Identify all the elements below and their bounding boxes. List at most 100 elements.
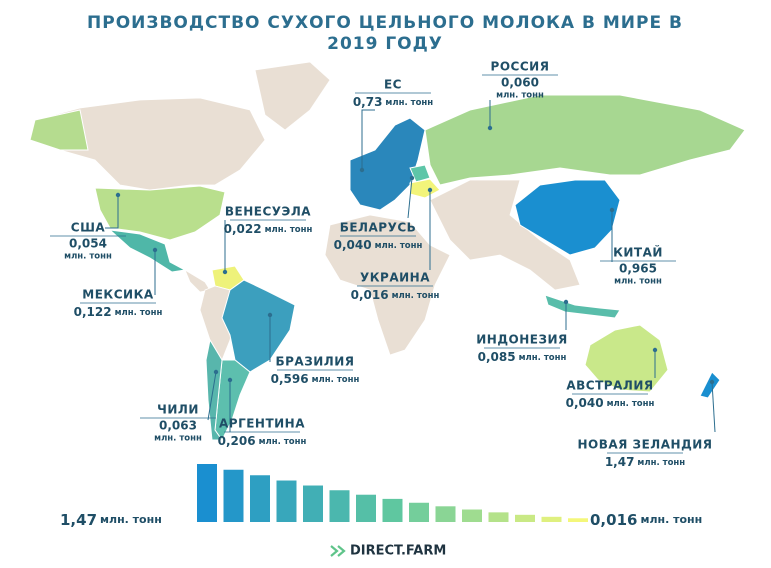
country-value: 0,022: [224, 222, 262, 236]
country-name: КИТАЙ: [613, 245, 663, 260]
country-name: ИНДОНЕЗИЯ: [476, 333, 568, 347]
land-africa: [324, 214, 451, 356]
leader-dot: [227, 377, 233, 383]
country-name: АВСТРАЛИЯ: [566, 379, 653, 393]
country-value: 0,054: [69, 237, 107, 251]
legend-max-value: 1,47: [60, 511, 97, 529]
legend-min-unit: млн. тонн: [640, 513, 702, 526]
legend-step: [488, 512, 509, 522]
country-unit: млн. тонн: [375, 241, 423, 251]
country-name: БРАЗИЛИЯ: [275, 355, 354, 369]
legend-min: 0,016 млн. тонн: [590, 511, 702, 529]
land-eu: [349, 117, 426, 211]
country-name: ЧИЛИ: [157, 403, 199, 417]
leader-dot: [563, 299, 569, 305]
title-line-2: 2019 ГОДУ: [327, 34, 443, 54]
land-new-zealand: [699, 371, 721, 399]
land-usa: [94, 185, 226, 241]
logo-text: DIRECT.FARM: [350, 544, 446, 559]
country-value: 0,965: [619, 262, 657, 276]
country-unit: млн. тонн: [392, 291, 440, 301]
land-alaska: [29, 109, 89, 151]
country-value: 0,206: [218, 434, 256, 448]
country-unit: млн. тонн: [637, 458, 685, 468]
legend-step: [276, 480, 297, 522]
legend-step: [568, 518, 588, 522]
legend-step: [541, 516, 562, 522]
leader-dot: [609, 207, 615, 213]
legend-step: [382, 498, 403, 522]
country-value: 0,596: [271, 372, 309, 386]
legend-step: [515, 514, 535, 522]
legend-step: [329, 490, 350, 522]
country-value-line: 0,596 млн. тонн: [271, 372, 360, 386]
land-ukraine: [409, 178, 441, 199]
legend-min-value: 0,016: [590, 511, 637, 529]
legend-step: [435, 506, 456, 522]
leader-dot: [409, 175, 415, 181]
country-value: 0,122: [74, 305, 112, 319]
logo: DIRECT.FARM: [330, 544, 446, 559]
leader-dot: [709, 379, 715, 385]
leader-dot: [115, 192, 121, 198]
leader-dot: [487, 125, 493, 131]
country-value-line: 0,73 млн. тонн: [353, 95, 433, 109]
country-value-line: 0,122 млн. тонн: [74, 305, 163, 319]
country-value-line: 0,085 млн. тонн: [478, 350, 567, 364]
country-unit: млн. тонн: [64, 252, 112, 262]
land-asia: [429, 179, 581, 291]
country-value-line: 1,47 млн. тонн: [605, 455, 685, 469]
leader-dot: [652, 347, 658, 353]
title-line-1: ПРОИЗВОДСТВО СУХОГО ЦЕЛЬНОГО МОЛОКА В МИ…: [87, 13, 683, 33]
legend-step: [223, 469, 244, 522]
legend-step: [462, 509, 482, 522]
country-name: АРГЕНТИНА: [219, 417, 305, 431]
country-value: 0,063: [159, 419, 197, 433]
country-value-line: 0,016 млн. тонн: [351, 288, 440, 302]
legend-max-unit: млн. тонн: [100, 513, 162, 526]
leader-dot: [222, 269, 228, 275]
country-unit: млн. тонн: [496, 91, 544, 101]
country-unit: млн. тонн: [312, 375, 360, 385]
land-chile: [205, 338, 223, 441]
country-name: ВЕНЕСУЭЛА: [225, 205, 311, 219]
country-unit: млн. тонн: [614, 277, 662, 287]
legend-step: [197, 464, 217, 522]
legend-step: [356, 494, 376, 522]
country-value-line: 0,040 млн. тонн: [334, 238, 423, 252]
country-unit: млн. тонн: [265, 225, 313, 235]
country-value: 1,47: [605, 455, 635, 469]
legend-step: [303, 485, 323, 522]
country-value-line: 0,206 млн. тонн: [218, 434, 307, 448]
logo-icon: [330, 545, 346, 557]
country-value: 0,085: [478, 350, 516, 364]
country-value-line: 0,022 млн. тонн: [224, 222, 313, 236]
country-value: 0,040: [566, 396, 604, 410]
country-unit: млн. тонн: [607, 399, 655, 409]
world-map: [29, 61, 746, 441]
country-name: БЕЛАРУСЬ: [340, 221, 417, 235]
country-value: 0,73: [353, 95, 383, 109]
leader-line: [711, 381, 716, 433]
leader-dot: [427, 187, 433, 193]
country-name: УКРАИНА: [360, 271, 430, 285]
leader-dot: [267, 312, 273, 318]
legend-step: [250, 475, 270, 522]
legend-max: 1,47 млн. тонн: [60, 511, 162, 529]
country-value: 0,040: [334, 238, 372, 252]
country-unit: млн. тонн: [154, 434, 202, 444]
country-name: РОССИЯ: [491, 60, 550, 74]
land-australia: [584, 324, 669, 393]
land-north-america: [29, 97, 266, 191]
land-central-america: [184, 269, 211, 293]
leader-line: [407, 177, 413, 219]
leader-line: [361, 109, 375, 170]
country-name: США: [71, 221, 106, 235]
land-greenland: [254, 61, 331, 131]
country-unit: млн. тонн: [115, 308, 163, 318]
country-unit: млн. тонн: [385, 98, 433, 108]
land-russia: [424, 94, 746, 186]
leader-line: [207, 371, 217, 421]
country-unit: млн. тонн: [519, 353, 567, 363]
